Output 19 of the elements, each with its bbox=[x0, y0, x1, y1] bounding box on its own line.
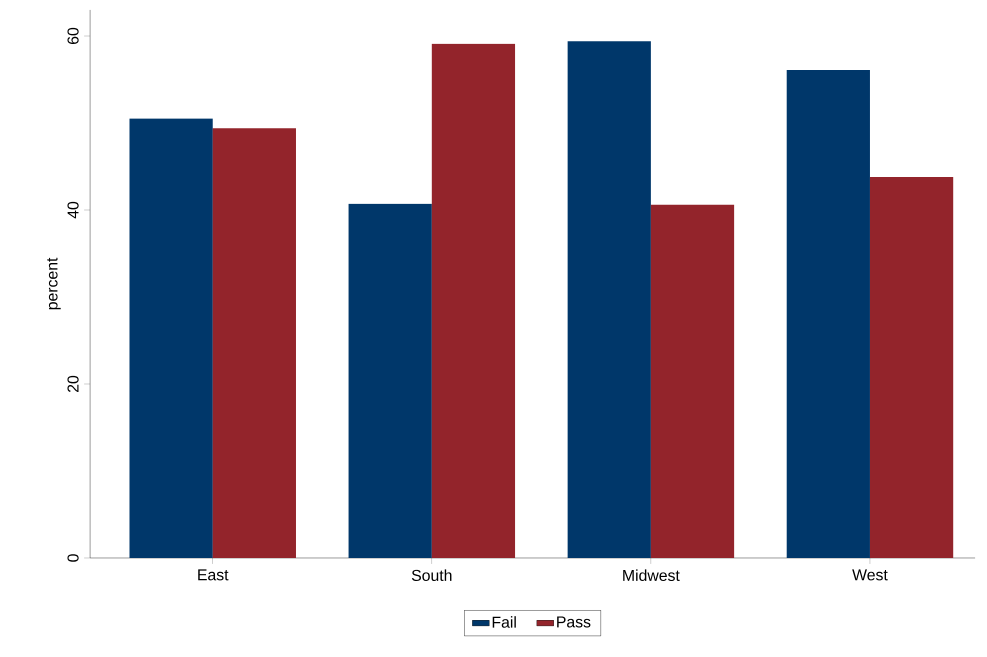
bar bbox=[870, 176, 954, 558]
bar bbox=[786, 70, 870, 558]
x-tick-label: South bbox=[412, 569, 452, 581]
bar bbox=[650, 204, 734, 558]
legend-label: Pass bbox=[557, 616, 590, 628]
bar bbox=[568, 41, 651, 558]
y-tick-label: 0 bbox=[67, 554, 79, 562]
x-tick-label: West bbox=[852, 569, 888, 580]
bar bbox=[348, 204, 432, 558]
y-tick-label: 40 bbox=[67, 202, 79, 218]
bar bbox=[212, 128, 296, 558]
y-tick-label: 20 bbox=[67, 376, 79, 392]
x-tick-label: Midwest bbox=[623, 569, 680, 581]
bar bbox=[129, 118, 213, 558]
y-axis-title: percent bbox=[47, 258, 61, 310]
legend-label: Fail bbox=[492, 616, 516, 628]
x-tick-label: East bbox=[198, 569, 228, 580]
y-tick-label: 60 bbox=[67, 28, 79, 44]
bar bbox=[432, 44, 516, 558]
